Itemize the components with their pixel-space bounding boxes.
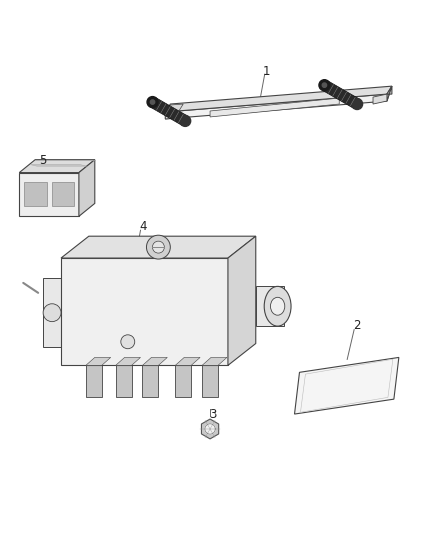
Circle shape: [205, 424, 215, 434]
Polygon shape: [300, 359, 393, 412]
Polygon shape: [387, 86, 392, 101]
Polygon shape: [116, 365, 131, 397]
Polygon shape: [61, 258, 228, 365]
Polygon shape: [31, 165, 87, 166]
Polygon shape: [165, 104, 183, 113]
Circle shape: [322, 83, 327, 87]
Polygon shape: [19, 173, 79, 216]
Circle shape: [352, 99, 363, 109]
Polygon shape: [61, 236, 256, 258]
Circle shape: [150, 100, 155, 104]
Text: 3: 3: [209, 408, 217, 421]
Circle shape: [43, 304, 61, 321]
Text: 4: 4: [140, 220, 147, 233]
Text: 1: 1: [263, 64, 270, 78]
Polygon shape: [202, 358, 227, 365]
Ellipse shape: [271, 297, 285, 315]
Circle shape: [146, 235, 170, 259]
Polygon shape: [86, 358, 111, 365]
Polygon shape: [165, 112, 178, 119]
Text: 2: 2: [353, 319, 361, 332]
Polygon shape: [142, 358, 167, 365]
Polygon shape: [116, 358, 141, 365]
Polygon shape: [86, 365, 102, 397]
Circle shape: [121, 335, 135, 349]
Circle shape: [180, 116, 191, 126]
Polygon shape: [387, 86, 392, 101]
Polygon shape: [175, 358, 200, 365]
Text: 5: 5: [39, 154, 47, 167]
Polygon shape: [175, 365, 191, 397]
Polygon shape: [165, 94, 387, 119]
Polygon shape: [256, 286, 283, 326]
Polygon shape: [52, 182, 74, 206]
Polygon shape: [150, 98, 188, 126]
Polygon shape: [373, 94, 387, 104]
Polygon shape: [142, 365, 159, 397]
Polygon shape: [210, 98, 339, 117]
Polygon shape: [321, 80, 360, 109]
Polygon shape: [24, 182, 46, 206]
Polygon shape: [201, 419, 219, 439]
Polygon shape: [79, 160, 95, 216]
Ellipse shape: [264, 286, 291, 326]
Polygon shape: [228, 236, 256, 365]
Polygon shape: [43, 278, 61, 348]
Polygon shape: [294, 358, 399, 414]
Circle shape: [147, 96, 158, 108]
Circle shape: [152, 241, 164, 253]
Polygon shape: [202, 365, 218, 397]
Polygon shape: [165, 86, 392, 112]
Polygon shape: [19, 160, 95, 173]
Circle shape: [319, 80, 330, 91]
